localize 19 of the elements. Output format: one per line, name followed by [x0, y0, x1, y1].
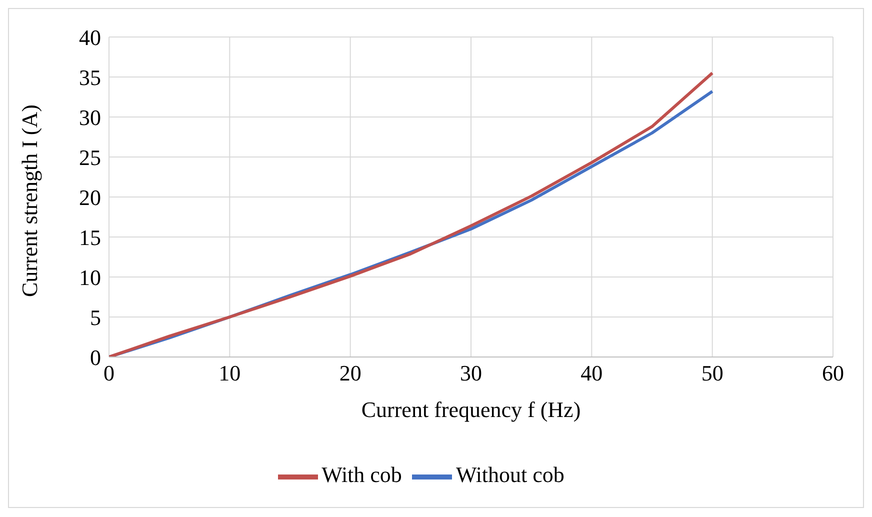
x-tick-label: 20: [339, 360, 362, 386]
legend-label: With cob: [322, 462, 402, 488]
x-axis-title: Current frequency f (Hz): [361, 397, 581, 422]
x-tick-label: 10: [218, 360, 241, 386]
y-tick-label: 20: [79, 184, 101, 210]
y-tick-label: 10: [79, 264, 101, 290]
x-tick-label: 40: [580, 360, 603, 386]
y-tick-label: 35: [79, 64, 101, 90]
y-tick-label: 40: [79, 24, 101, 50]
x-tick-label: 50: [701, 360, 724, 386]
x-tick-label: 60: [822, 360, 844, 386]
y-tick-label: 15: [79, 224, 101, 250]
y-tick-label: 30: [79, 104, 101, 130]
legend-label: Without cob: [456, 462, 564, 488]
y-tick-label: 5: [90, 304, 101, 330]
x-tick-label: 30: [460, 360, 482, 386]
y-tick-label: 0: [90, 344, 101, 370]
y-tick-label: 25: [79, 144, 101, 170]
y-axis-title: Current strength I (A): [16, 104, 42, 297]
